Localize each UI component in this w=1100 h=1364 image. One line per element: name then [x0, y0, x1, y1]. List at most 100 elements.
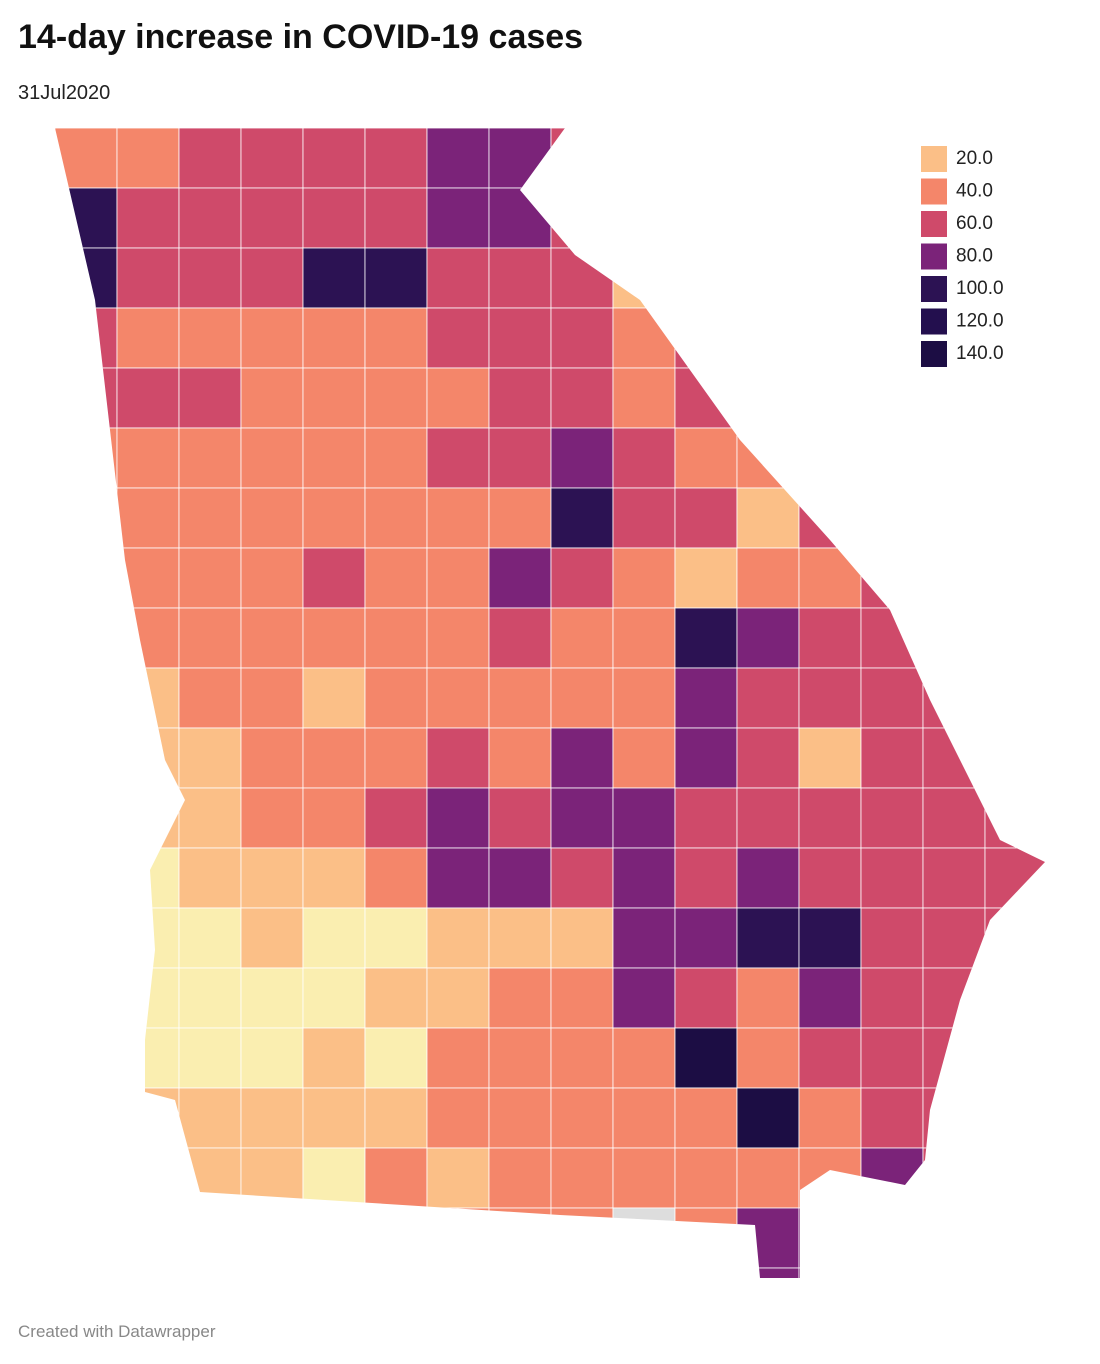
- county: [488, 787, 552, 849]
- county: [178, 907, 242, 969]
- county: [798, 727, 862, 789]
- county: [612, 367, 676, 429]
- county: [240, 427, 304, 489]
- county: [364, 1147, 428, 1209]
- county: [736, 1147, 800, 1209]
- county: [364, 427, 428, 489]
- county: [550, 787, 614, 849]
- county: [798, 787, 862, 849]
- county: [550, 367, 614, 429]
- county: [798, 907, 862, 969]
- county: [984, 1207, 1045, 1269]
- county: [488, 1027, 552, 1089]
- county: [116, 247, 180, 309]
- county: [364, 907, 428, 969]
- county: [736, 1207, 800, 1269]
- county: [736, 667, 800, 729]
- county: [860, 307, 924, 369]
- county: [178, 487, 242, 549]
- county: [364, 847, 428, 909]
- county: [178, 187, 242, 249]
- county: [736, 307, 800, 369]
- county: [426, 727, 490, 789]
- county: [860, 247, 924, 309]
- county: [860, 1147, 924, 1209]
- county: [178, 667, 242, 729]
- county: [798, 427, 862, 489]
- county: [798, 487, 862, 549]
- county: [798, 667, 862, 729]
- county: [860, 847, 924, 909]
- county: [116, 487, 180, 549]
- county: [550, 247, 614, 309]
- county: [984, 128, 1045, 189]
- county: [674, 1087, 738, 1149]
- county: [178, 1207, 242, 1269]
- county: [302, 727, 366, 789]
- county: [550, 487, 614, 549]
- county: [984, 1027, 1045, 1089]
- county: [674, 247, 738, 309]
- county: [240, 1267, 304, 1278]
- county: [426, 1147, 490, 1209]
- county: [178, 607, 242, 669]
- county: [488, 128, 552, 189]
- county: [55, 547, 118, 609]
- county: [550, 1207, 614, 1269]
- county: [178, 247, 242, 309]
- county: [550, 1147, 614, 1209]
- county: [798, 847, 862, 909]
- county: [426, 187, 490, 249]
- county: [736, 427, 800, 489]
- county: [178, 367, 242, 429]
- county: [984, 187, 1045, 249]
- county: [736, 847, 800, 909]
- county: [116, 1267, 180, 1278]
- county: [116, 607, 180, 669]
- county: [798, 367, 862, 429]
- county: [550, 907, 614, 969]
- county: [178, 787, 242, 849]
- county: [55, 128, 118, 189]
- county: [488, 307, 552, 369]
- county: [302, 1267, 366, 1278]
- county: [612, 667, 676, 729]
- county: [550, 667, 614, 729]
- county: [612, 1027, 676, 1089]
- county: [612, 727, 676, 789]
- counties: [55, 128, 1045, 1278]
- county: [364, 187, 428, 249]
- county: [302, 367, 366, 429]
- legend-swatch: [921, 308, 947, 335]
- county: [612, 487, 676, 549]
- county: [426, 607, 490, 669]
- county: [302, 607, 366, 669]
- county: [488, 907, 552, 969]
- county: [550, 1027, 614, 1089]
- county: [364, 547, 428, 609]
- county: [922, 607, 986, 669]
- county: [612, 187, 676, 249]
- county: [922, 667, 986, 729]
- county: [984, 427, 1045, 489]
- county: [488, 547, 552, 609]
- county: [116, 547, 180, 609]
- county: [178, 1147, 242, 1209]
- county: [178, 1267, 242, 1278]
- county: [240, 1087, 304, 1149]
- county: [736, 1087, 800, 1149]
- county: [550, 187, 614, 249]
- county: [240, 1027, 304, 1089]
- county: [488, 1087, 552, 1149]
- county: [922, 427, 986, 489]
- county: [922, 727, 986, 789]
- county: [984, 487, 1045, 549]
- county: [860, 367, 924, 429]
- county: [55, 607, 118, 669]
- county: [550, 967, 614, 1029]
- county: [922, 367, 986, 429]
- county: [674, 367, 738, 429]
- county: [922, 967, 986, 1029]
- county: [736, 487, 800, 549]
- county: [116, 967, 180, 1029]
